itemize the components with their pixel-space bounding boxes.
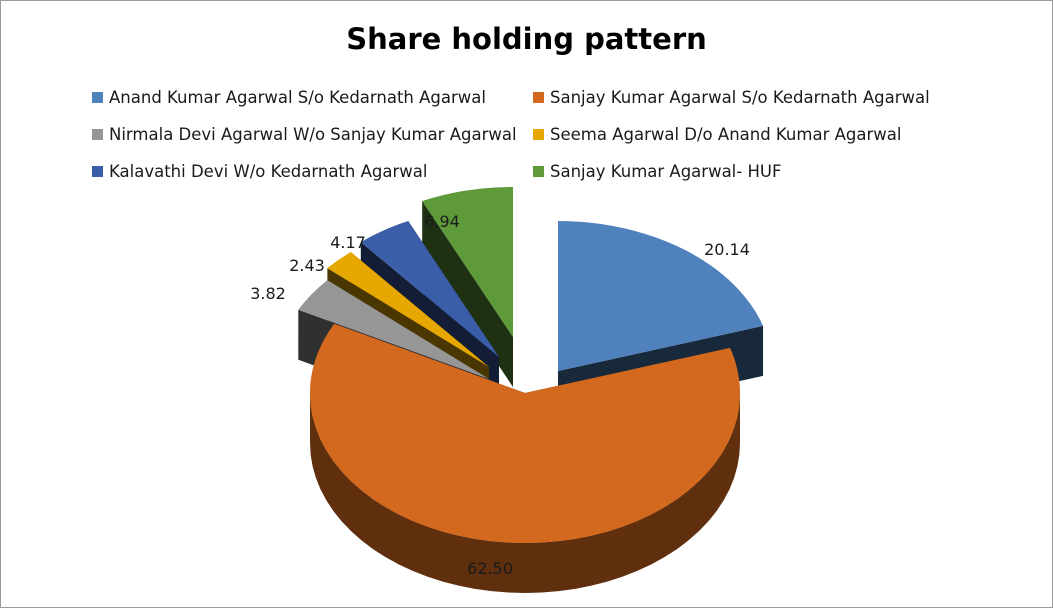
data-label: 3.82 [250, 284, 286, 303]
legend-swatch [92, 165, 103, 177]
slice-outer-wall [310, 393, 740, 593]
legend-item-anand: Anand Kumar Agarwal S/o Kedarnath Agarwa… [92, 86, 486, 108]
data-label: 20.14 [704, 240, 750, 259]
data-label: 4.17 [330, 233, 366, 252]
legend-swatch [533, 128, 544, 140]
data-label: 2.43 [289, 256, 325, 275]
legend-label: Kalavathi Devi W/o Kedarnath Agarwal [109, 161, 428, 181]
legend-swatch [92, 128, 103, 140]
legend-item-kalavathi: Kalavathi Devi W/o Kedarnath Agarwal [92, 160, 427, 182]
legend-label: Sanjay Kumar Agarwal- HUF [550, 161, 782, 181]
slice-top-1 [558, 221, 764, 371]
legend-label: Nirmala Devi Agarwal W/o Sanjay Kumar Ag… [109, 124, 517, 144]
data-label: 6.94 [424, 212, 460, 231]
legend-item-sanjay: Sanjay Kumar Agarwal S/o Kedarnath Agarw… [533, 86, 930, 108]
legend-swatch [533, 91, 544, 103]
slice-top-5 [360, 221, 499, 357]
data-label: 62.50 [467, 559, 513, 578]
pie-slices: 20.14 62.50 3.822.43 4.17 6.94 [250, 187, 764, 593]
legend-item-nirmala: Nirmala Devi Agarwal W/o Sanjay Kumar Ag… [92, 123, 517, 145]
legend-swatch [533, 165, 544, 177]
slice-top-4 [327, 252, 489, 367]
slice-side-face [422, 201, 513, 387]
legend-label: Anand Kumar Agarwal S/o Kedarnath Agarwa… [109, 87, 486, 107]
legend-item-seema: Seema Agarwal D/o Anand Kumar Agarwal [533, 123, 901, 145]
chart-title: Share holding pattern [346, 22, 707, 56]
slice-top-2 [310, 323, 740, 544]
legend-label: Sanjay Kumar Agarwal S/o Kedarnath Agarw… [550, 87, 930, 107]
legend-swatch [92, 91, 103, 103]
slice-top-3 [298, 280, 489, 379]
legend-label: Seema Agarwal D/o Anand Kumar Agarwal [550, 124, 902, 144]
slice-top-6 [422, 187, 513, 337]
legend-item-huf: Sanjay Kumar Agarwal- HUF [533, 160, 781, 182]
